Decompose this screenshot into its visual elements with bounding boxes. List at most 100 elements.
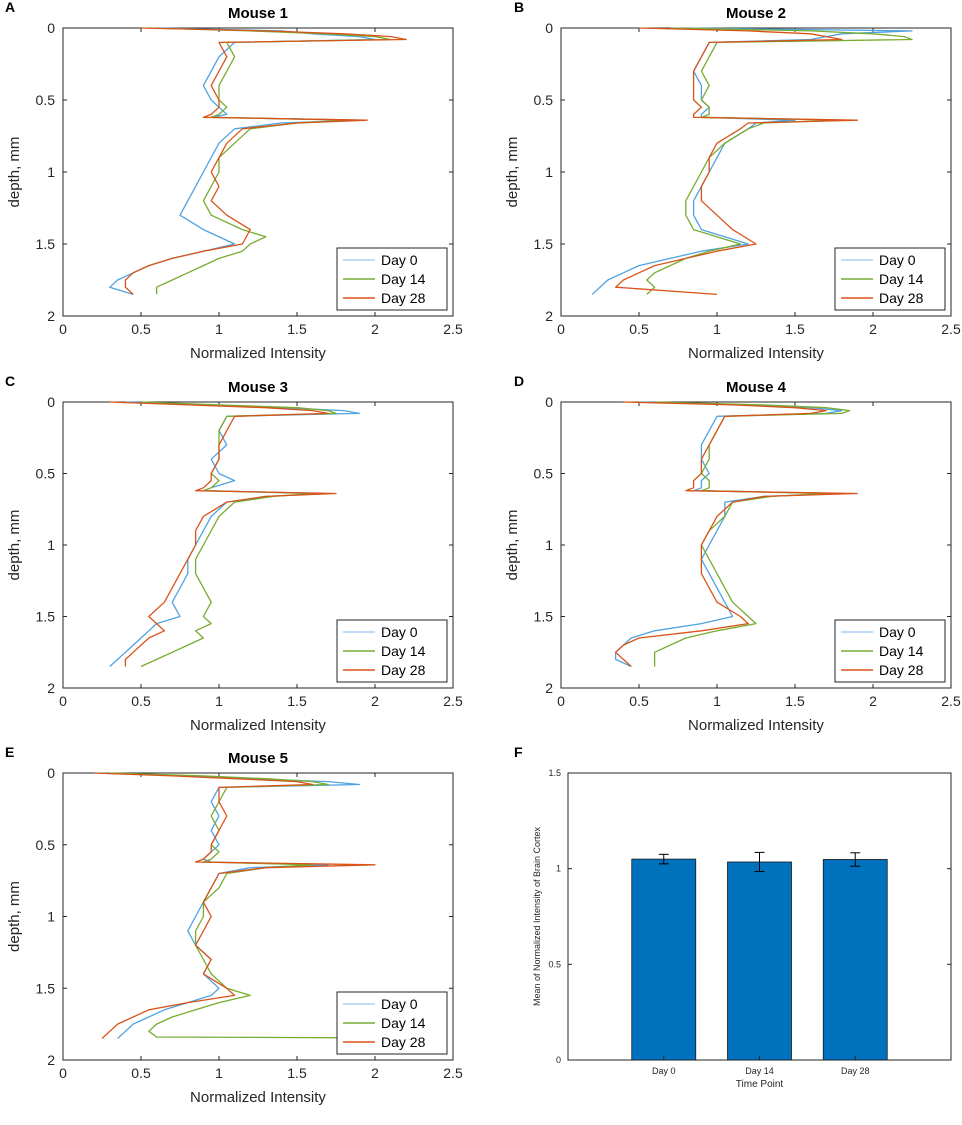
x-tick-label: 2 (869, 693, 877, 709)
x-tick-label: 1 (215, 693, 223, 709)
y-tick-label: 0.5 (548, 959, 561, 969)
legend-label: Day 0 (381, 996, 418, 1012)
x-tick-label: 0.5 (131, 693, 151, 709)
x-tick-label: 0 (59, 321, 67, 337)
panel-f: F 0 0.5 1 1.5 Day 0 Day 14 Day 28 Time Point Mean… (514, 744, 952, 1090)
panel-d: D Mouse 4 0 0.5 1 1.5 2 2.5 0 0.5 1 1.5 2 Normalized … (504, 373, 961, 734)
bar-day-14 (727, 861, 792, 1061)
x-tick-label: 2 (869, 321, 877, 337)
panel-a: A Mouse 1 0 0.5 1 1.5 2 2.5 0 0.5 1 1.5 2 Normalized … (5, 0, 463, 362)
x-tick-label: 0 (59, 1065, 67, 1081)
legend-label: Day 14 (381, 1015, 426, 1031)
legend-label: Day 0 (879, 624, 916, 640)
panel-letter: F (514, 744, 523, 760)
y-axis-label: depth, mm (6, 510, 23, 581)
error-bar (850, 852, 861, 867)
x-tick-label: 0.5 (629, 321, 649, 337)
x-tick-label: 2.5 (443, 321, 463, 337)
y-tick-label: 1 (47, 164, 55, 180)
x-axis-label: Normalized Intensity (190, 717, 326, 734)
legend: Day 0 Day 14 Day 28 (834, 619, 946, 683)
x-tick-label: 2 (371, 1065, 379, 1081)
y-tick-label: 2 (47, 680, 55, 696)
y-tick-label: 0.5 (36, 92, 56, 108)
y-axis-label: Mean of Normalized Intensity of Brain Co… (532, 826, 542, 1006)
series-line-day-0 (614, 401, 843, 668)
y-tick-label: 1.5 (534, 236, 554, 252)
y-tick-label: 0 (47, 20, 55, 36)
legend-label: Day 28 (381, 1034, 426, 1050)
panel-b: B Mouse 2 0 0.5 1 1.5 2 2.5 0 0.5 1 1.5 2 Normalized … (504, 0, 961, 362)
panel-letter: E (5, 744, 14, 760)
legend-label: Day 14 (879, 643, 924, 659)
series-line-day-28 (614, 27, 859, 296)
y-axis-label: depth, mm (6, 137, 23, 208)
y-tick-label: 1 (545, 164, 553, 180)
legend-label: Day 14 (879, 271, 924, 287)
x-tick-label: 1.5 (287, 693, 307, 709)
legend-label: Day 0 (381, 624, 418, 640)
x-axis-label: Normalized Intensity (688, 345, 824, 362)
y-tick-label: 2 (47, 1052, 55, 1068)
y-tick-label: 0.5 (36, 837, 56, 853)
legend-label: Day 0 (381, 252, 418, 268)
legend: Day 0 Day 14 Day 28 (336, 991, 448, 1055)
x-tick-label: Day 28 (841, 1066, 870, 1076)
y-tick-label: 0.5 (534, 466, 554, 482)
x-axis-label: Normalized Intensity (190, 1089, 326, 1106)
x-tick-label: 0.5 (629, 693, 649, 709)
chart-title: Mouse 1 (228, 5, 288, 22)
legend-label: Day 28 (879, 662, 924, 678)
bar-day-0 (631, 858, 697, 1061)
series-line-day-28 (94, 772, 376, 1039)
x-tick-label: 2.5 (443, 1065, 463, 1081)
panel-letter: A (5, 0, 15, 15)
y-tick-label: 2 (545, 680, 553, 696)
x-tick-label: 0 (557, 321, 565, 337)
y-axis-label: depth, mm (6, 881, 23, 952)
y-tick-label: 1 (545, 537, 553, 553)
y-axis-label: depth, mm (504, 510, 521, 581)
x-tick-label: 2 (371, 321, 379, 337)
panel-c: C Mouse 3 0 0.5 1 1.5 2 2.5 0 0.5 1 1.5 2 Normalized … (5, 373, 463, 734)
y-tick-label: 1 (47, 537, 55, 553)
x-tick-label: 1.5 (785, 321, 805, 337)
legend-label: Day 28 (381, 662, 426, 678)
series-line-day-14 (148, 27, 392, 295)
x-tick-label: 1.5 (287, 321, 307, 337)
y-axis-label: depth, mm (504, 137, 521, 208)
y-tick-label: 1.5 (36, 609, 56, 625)
x-tick-label: 2.5 (941, 693, 961, 709)
bar-day-28 (822, 859, 888, 1061)
legend: Day 0 Day 14 Day 28 (336, 247, 448, 311)
x-tick-label: Day 14 (745, 1066, 774, 1076)
legend-label: Day 0 (879, 252, 916, 268)
series-line-day-14 (109, 772, 360, 1039)
chart-title: Mouse 3 (228, 379, 288, 396)
x-tick-label: 0 (59, 693, 67, 709)
panel-letter: C (5, 373, 15, 389)
y-tick-label: 0 (47, 765, 55, 781)
chart-title: Mouse 5 (228, 750, 288, 767)
x-tick-label: Day 0 (652, 1066, 676, 1076)
y-tick-label: 0 (545, 20, 553, 36)
x-tick-label: 1 (215, 321, 223, 337)
x-tick-label: 1 (713, 321, 721, 337)
series-line-day-14 (140, 401, 337, 668)
series-line-day-28 (614, 401, 859, 667)
y-tick-label: 0 (545, 394, 553, 410)
panel-letter: D (514, 373, 524, 389)
y-tick-label: 0.5 (534, 92, 554, 108)
y-tick-label: 0.5 (36, 466, 56, 482)
x-tick-label: 0.5 (131, 1065, 151, 1081)
chart-title: Mouse 4 (726, 379, 787, 396)
y-tick-label: 1 (556, 864, 561, 874)
x-tick-label: 1 (713, 693, 721, 709)
legend-label: Day 28 (879, 290, 924, 306)
x-tick-label: 0 (557, 693, 565, 709)
legend-label: Day 14 (381, 271, 426, 287)
x-tick-label: 2 (371, 693, 379, 709)
y-tick-label: 1.5 (36, 236, 56, 252)
